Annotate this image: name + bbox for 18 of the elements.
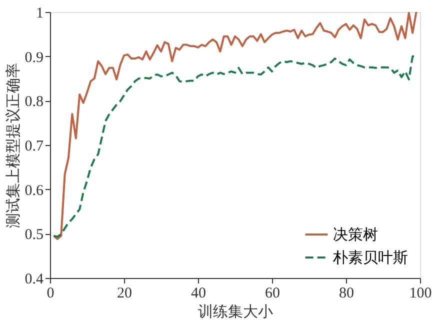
line-series [52,11,418,240]
y-tick-label: 0.6 [24,182,44,199]
x-tick-label: 100 [409,286,432,302]
y-tick-label: 1 [36,6,44,22]
x-tick-label: 40 [191,286,206,302]
y-tick-label: 0.4 [24,272,44,288]
y-tick-label: 0.7 [24,138,44,154]
legend-label: 决策树 [333,226,378,244]
x-tick-label: 20 [117,286,132,302]
x-axis-title: 训练集大小 [198,304,273,320]
x-tick-label: 0 [46,286,54,302]
x-tick-label: 60 [265,286,280,302]
legend-label: 朴素贝叶斯 [332,250,408,266]
y-tick-label: 0.9 [24,50,44,66]
y-axis-title: 测试集上模型提议正确率 [4,63,22,228]
y-tick-label: 0.8 [24,94,44,110]
x-tick-label: 80 [339,286,354,302]
y-tick-label: 0.5 [24,227,44,244]
